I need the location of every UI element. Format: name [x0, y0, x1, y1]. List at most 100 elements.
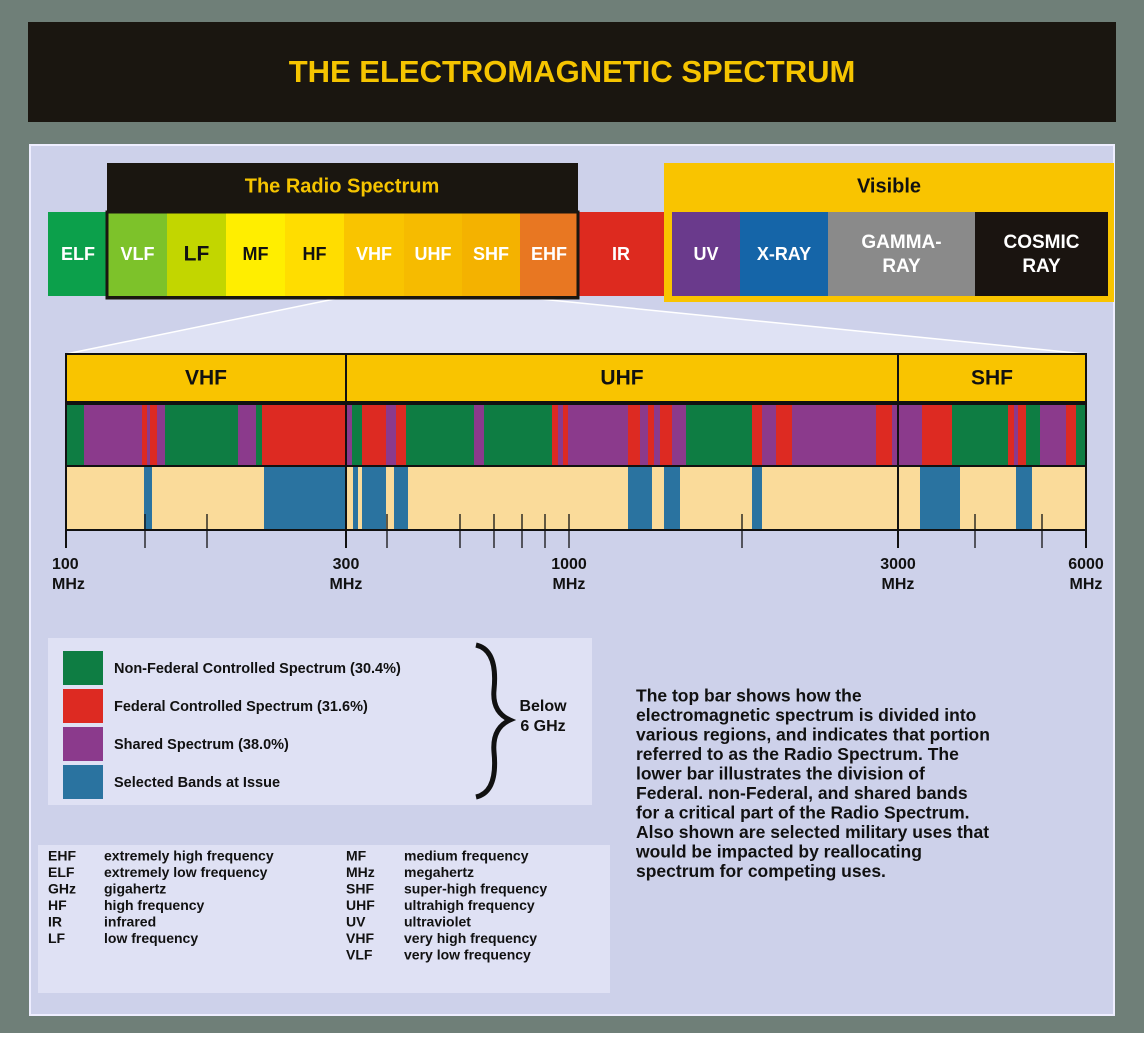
allocation [660, 404, 672, 466]
abbrev-code: UHF [346, 897, 375, 913]
abbrev-code: LF [48, 930, 66, 946]
abbrev-def: extremely low frequency [104, 864, 268, 880]
title: THE ELECTROMAGNETIC SPECTRUM [289, 54, 856, 89]
abbrev-def: low frequency [104, 930, 198, 946]
issue-band [394, 466, 408, 530]
description-line: various regions, and indicates that port… [636, 725, 990, 745]
description-line: referred to as the Radio Spectrum. The [636, 744, 959, 764]
allocation [1008, 404, 1014, 466]
band-label: EHF [531, 244, 567, 264]
issue-band [362, 466, 386, 530]
band [975, 212, 1108, 296]
detail-label: SHF [971, 367, 1013, 390]
allocation [256, 404, 262, 466]
abbrev-code: ELF [48, 864, 75, 880]
band-label: SHF [473, 244, 509, 264]
title-bar [28, 22, 1116, 122]
band [672, 212, 740, 296]
abbrev-def: super-high frequency [404, 881, 547, 897]
allocation [66, 404, 84, 466]
abbrev-code: EHF [48, 848, 76, 864]
allocation [648, 404, 654, 466]
band [167, 212, 226, 296]
radio-outline [105, 210, 580, 300]
allocation [892, 404, 898, 466]
band [462, 212, 520, 296]
axis-label: 300 [333, 556, 360, 573]
band-label: IR [612, 244, 630, 264]
band-label-line: RAY [882, 256, 921, 277]
legend-label: Federal Controlled Spectrum (31.6%) [114, 699, 368, 715]
brace [475, 642, 517, 800]
issue-band [920, 466, 960, 530]
band-label: GAMMA- RAY [861, 232, 941, 277]
allocation [406, 404, 474, 466]
band-label: HF [303, 244, 327, 264]
allocation [876, 404, 892, 466]
abbrev-def: extremely high frequency [104, 848, 274, 864]
description-line: spectrum for competing uses. [636, 861, 886, 881]
issue-band [353, 466, 358, 530]
abbrev-def: very high frequency [404, 930, 537, 946]
allocation [362, 404, 386, 466]
axis-label: 3000 [880, 556, 916, 573]
abbrev-def: ultraviolet [404, 914, 471, 930]
axis-label: 100 [52, 556, 79, 573]
allocation [157, 404, 165, 466]
band-label: X-RAY [757, 244, 811, 264]
band-label-line: RAY [1022, 256, 1061, 277]
band [285, 212, 344, 296]
allocation [262, 404, 346, 466]
allocation [898, 404, 922, 466]
allocation [474, 404, 484, 466]
allocation [142, 404, 147, 466]
detail-label: VHF [185, 367, 227, 390]
allocation [165, 404, 238, 466]
detail-label: UHF [600, 367, 643, 390]
description-line: lower bar illustrates the division of [636, 764, 925, 784]
allocation [1040, 404, 1066, 466]
allocation [563, 404, 568, 466]
band [578, 212, 664, 296]
band-label: VLF [121, 244, 155, 264]
allocation [568, 404, 628, 466]
allocation [686, 404, 752, 466]
abbrev-def: medium frequency [404, 848, 529, 864]
allocation [558, 404, 563, 466]
legend-swatch [63, 765, 103, 799]
issue-band [628, 466, 652, 530]
issue-band [664, 466, 680, 530]
band [740, 212, 828, 296]
allocation [628, 404, 640, 466]
allocation [238, 404, 256, 466]
detail-header [65, 353, 347, 403]
legend-box [48, 638, 592, 805]
abbrev-box [38, 845, 610, 993]
allocation [346, 404, 352, 466]
allocation [1018, 404, 1026, 466]
band-label: UV [693, 244, 718, 264]
abbrev-code: GHz [48, 881, 76, 897]
allocation [922, 404, 952, 466]
band-label: MF [243, 244, 269, 264]
legend-swatch [63, 651, 103, 685]
axis-label: MHz [1070, 576, 1103, 593]
abbrev-def: gigahertz [104, 881, 166, 897]
allocation [352, 404, 362, 466]
allocation [672, 404, 686, 466]
band [828, 212, 975, 296]
radio-label: The Radio Spectrum [245, 175, 439, 197]
axis-label: MHz [52, 576, 85, 593]
abbrev-code: SHF [346, 881, 374, 897]
allocation [484, 404, 552, 466]
abbrev-def: megahertz [404, 864, 474, 880]
allocation [776, 404, 792, 466]
description-line: for a critical part of the Radio Spectru… [636, 803, 970, 823]
issue-band [1016, 466, 1032, 530]
description-line: would be impacted by reallocating [635, 842, 922, 862]
visible-label: Visible [857, 175, 921, 197]
axis-label: 6000 [1068, 556, 1104, 573]
band-label: VHF [356, 244, 392, 264]
description-line: electromagnetic spectrum is divided into [636, 705, 976, 725]
band [344, 212, 404, 296]
